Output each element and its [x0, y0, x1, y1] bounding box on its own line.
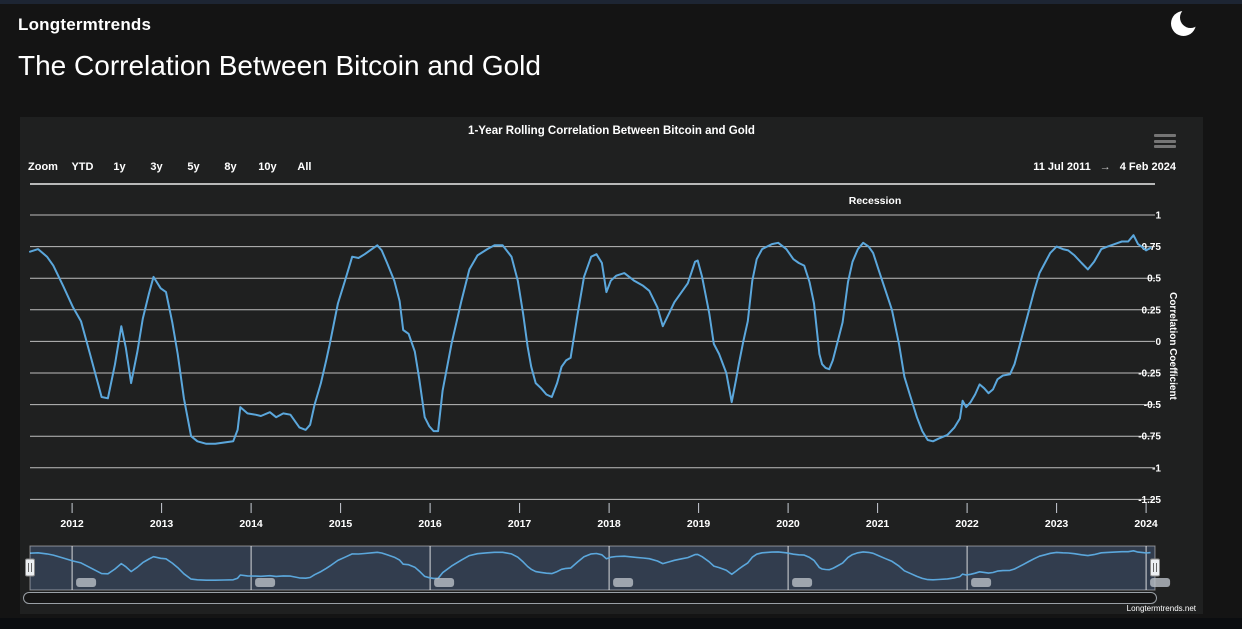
legend-item-recession[interactable]: Recession: [848, 195, 902, 207]
chart-scrollbar[interactable]: [23, 592, 1157, 604]
range-button-3y[interactable]: 3y: [138, 161, 175, 173]
x-axis-label: 2022: [955, 518, 979, 530]
y-axis-label: -1: [1152, 463, 1161, 474]
y-axis-label: -1.25: [1138, 495, 1161, 506]
x-axis-label: 2018: [597, 518, 621, 530]
watermark-credit: Longtermtrends.net: [1126, 604, 1196, 613]
y-axis-label: -0.5: [1144, 400, 1162, 411]
range-arrow-icon: →: [1099, 161, 1111, 173]
series-line-correlation: [29, 234, 1152, 445]
bottom-dark-strip: [0, 618, 1242, 629]
x-axis-label: 2013: [150, 518, 174, 530]
navigator-label-pill: [434, 578, 455, 587]
y-axis-label: 0.75: [1142, 242, 1162, 253]
range-button-all[interactable]: All: [286, 161, 323, 173]
chart-context-menu-button[interactable]: [1154, 134, 1176, 151]
navigator-handle-left[interactable]: [25, 558, 35, 577]
navigator-series-line: [29, 550, 1151, 581]
navigator-label-pill: [792, 578, 813, 587]
top-accent-strip: [0, 0, 1242, 4]
correlation-chart-plot: 1 0.75 0.5 0.25 0 -0.25 -0.5 -0.75 -1 -1.25 Correl…: [25, 183, 1178, 591]
y-axis-label: -0.75: [1138, 432, 1161, 443]
x-axis-label: 2017: [508, 518, 532, 530]
y-axis-label: 0.5: [1147, 274, 1161, 285]
x-axis-label: 2012: [60, 518, 84, 530]
navigator-label-pill: [76, 578, 97, 587]
x-axis-label: 2023: [1045, 518, 1069, 530]
y-axis-title: Correlation Coefficient: [1167, 292, 1178, 400]
y-axis-label: -0.25: [1138, 369, 1161, 380]
range-button-ytd[interactable]: YTD: [64, 161, 101, 173]
range-button-8y[interactable]: 8y: [212, 161, 249, 173]
navigator-label-pill: [613, 578, 634, 587]
range-to-input[interactable]: 4 Feb 2024: [1119, 161, 1176, 173]
range-selector: Zoom YTD 1y 3y 5y 8y 10y All 11 Jul 2011…: [28, 159, 1176, 175]
y-axis-label: 1: [1155, 211, 1161, 222]
navigator-handle-right[interactable]: [1150, 558, 1160, 577]
range-from-input[interactable]: 11 Jul 2011: [1033, 161, 1091, 173]
range-button-1y[interactable]: 1y: [101, 161, 138, 173]
brand-logo[interactable]: Longtermtrends: [18, 15, 152, 34]
range-button-10y[interactable]: 10y: [249, 161, 286, 173]
x-axis-label: 2016: [418, 518, 442, 530]
date-range: 11 Jul 2011 → 4 Feb 2024: [1033, 161, 1176, 173]
x-axis-label: 2019: [687, 518, 711, 530]
y-axis-label: 0.25: [1142, 305, 1162, 316]
hamburger-icon: [1154, 145, 1176, 148]
zoom-label: Zoom: [28, 161, 58, 173]
moon-icon: [1171, 11, 1196, 36]
navigator-label-pill: [1150, 578, 1171, 587]
x-axis-label: 2020: [776, 518, 800, 530]
hamburger-icon: [1154, 134, 1176, 137]
navigator-label-pill: [971, 578, 992, 587]
navigator-label-pill: [255, 578, 276, 587]
chart-card: 1-Year Rolling Correlation Between Bitco…: [20, 117, 1203, 614]
page-title: The Correlation Between Bitcoin and Gold: [18, 50, 541, 81]
x-axis-label: 2014: [239, 518, 263, 530]
chart-title: 1-Year Rolling Correlation Between Bitco…: [468, 125, 755, 137]
hamburger-icon: [1154, 139, 1176, 143]
x-axis-label: 2021: [866, 518, 890, 530]
y-axis-label: 0: [1155, 337, 1161, 348]
x-axis-label: 2024: [1134, 518, 1158, 530]
range-button-5y[interactable]: 5y: [175, 161, 212, 173]
dark-mode-toggle-moon-icon[interactable]: [1171, 7, 1201, 36]
x-axis-label: 2015: [329, 518, 353, 530]
